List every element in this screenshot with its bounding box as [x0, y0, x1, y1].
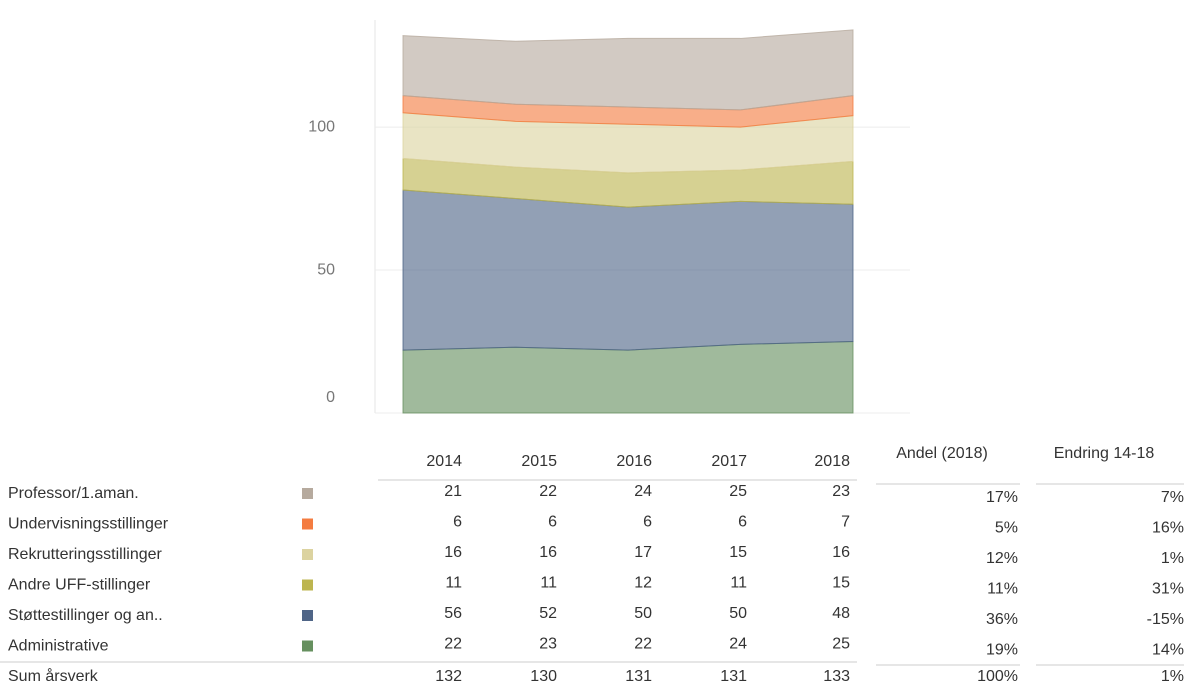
cell: 7% — [1161, 489, 1184, 506]
legend-swatch — [302, 640, 313, 652]
cell: 23 — [832, 483, 850, 500]
cell: 6 — [643, 514, 652, 531]
cell: 16 — [444, 544, 462, 561]
row-label: Undervisningsstillinger — [8, 516, 169, 533]
row-label: Sum årsverk — [8, 667, 99, 685]
cell: 17 — [634, 544, 652, 561]
cell: 36% — [986, 611, 1018, 628]
column-header: Andel (2018) — [896, 445, 988, 462]
column-header: 2017 — [711, 453, 747, 470]
cell: 16 — [539, 544, 557, 561]
cell: 22 — [539, 483, 557, 500]
cell: 14% — [1152, 642, 1184, 659]
area — [402, 341, 854, 414]
cell: 11 — [730, 575, 747, 592]
cell: 11 — [445, 575, 462, 592]
cell: 12 — [634, 575, 652, 592]
row-label: Administrative — [8, 638, 109, 655]
cell: 25 — [832, 636, 850, 653]
column-header: 2014 — [426, 453, 462, 470]
cell: 11 — [540, 575, 557, 592]
cell: 15 — [832, 575, 850, 592]
cell: 17% — [986, 489, 1018, 506]
cell: 5% — [995, 520, 1018, 537]
cell: 1% — [1161, 550, 1184, 567]
cell: -15% — [1147, 611, 1184, 628]
y-tick-label: 50 — [317, 261, 335, 278]
area — [402, 189, 854, 351]
cell: 48 — [832, 605, 850, 622]
cell: 130 — [530, 668, 557, 685]
cell: 6 — [453, 514, 462, 531]
cell: 6 — [738, 514, 747, 531]
cell: 1% — [1161, 668, 1184, 685]
row-label: Støttestillinger og an.. — [8, 607, 163, 624]
cell: 19% — [986, 642, 1018, 659]
legend-swatch — [302, 549, 313, 560]
cell: 24 — [729, 636, 747, 653]
cell: 15 — [729, 544, 747, 561]
cell: 12% — [986, 550, 1018, 567]
cell: 25 — [729, 483, 747, 500]
legend-swatch — [302, 518, 313, 530]
row-label: Andre UFF-stillinger — [8, 577, 151, 594]
cell: 23 — [539, 636, 557, 653]
column-header: 2016 — [616, 453, 652, 470]
cell: 131 — [625, 668, 652, 685]
cell: 100% — [977, 668, 1018, 685]
cell: 16% — [1152, 520, 1184, 537]
column-header: 2015 — [521, 453, 557, 470]
cell: 31% — [1152, 581, 1184, 598]
cell: 131 — [720, 668, 747, 685]
cell: 6 — [548, 514, 557, 531]
cell: 50 — [729, 605, 747, 622]
column-header: 2018 — [814, 453, 850, 470]
cell: 16 — [832, 544, 850, 561]
cell: 56 — [444, 605, 462, 622]
legend-swatch — [302, 579, 313, 591]
cell: 24 — [634, 483, 652, 500]
cell: 52 — [539, 605, 557, 622]
cell: 22 — [634, 636, 652, 653]
cell: 7 — [841, 514, 850, 531]
cell: 11% — [987, 581, 1018, 598]
cell: 132 — [435, 668, 462, 685]
area — [402, 29, 854, 111]
y-tick-label: 0 — [326, 389, 335, 406]
legend-swatch — [302, 610, 313, 621]
legend-swatch — [302, 488, 313, 499]
row-label: Rekrutteringsstillinger — [8, 546, 163, 563]
cell: 133 — [823, 668, 850, 685]
cell: 21 — [444, 483, 462, 500]
cell: 22 — [444, 636, 462, 653]
cell: 50 — [634, 605, 652, 622]
column-header: Endring 14-18 — [1054, 445, 1155, 462]
row-label: Professor/1.aman. — [8, 485, 139, 502]
y-tick-label: 100 — [308, 118, 335, 135]
